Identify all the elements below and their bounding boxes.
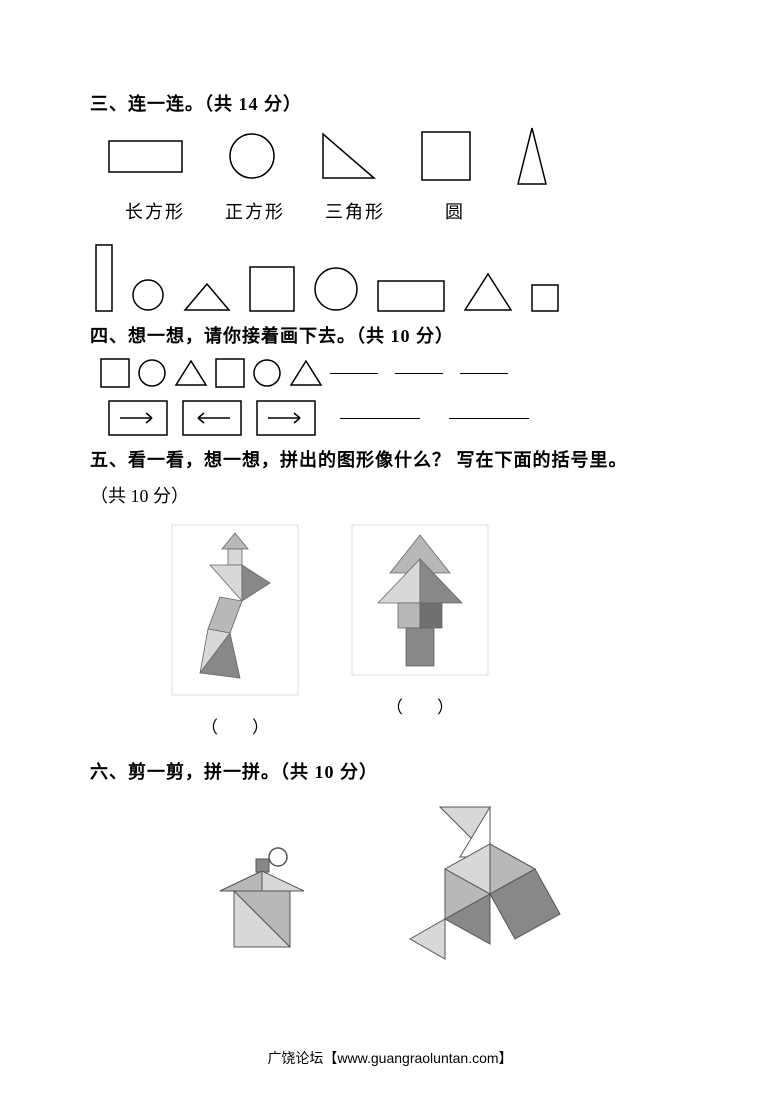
circle-shape [228, 132, 276, 180]
arrow-left-box [182, 400, 242, 436]
blank-line [395, 372, 443, 374]
q5-figures: （ ） （ ） [170, 523, 700, 738]
right-triangle-shape [321, 132, 376, 180]
q5-points: （共 10 分） [90, 482, 700, 508]
label-square: 正方形 [225, 198, 285, 224]
wide-rect-shape [377, 280, 445, 312]
q6-title: 六、剪一剪，拼一拼。（共 10 分） [90, 758, 700, 784]
blank-line [340, 417, 420, 419]
arrow-right-box [256, 400, 316, 436]
arrow-right-box [108, 400, 168, 436]
tall-triangle-shape [516, 126, 548, 186]
p-triangle [289, 359, 323, 387]
square-shape-2 [249, 266, 295, 312]
q4-title: 四、想一想，请你接着画下去。（共 10 分） [90, 322, 700, 348]
q4-pattern-row2 [108, 400, 700, 436]
answer-paren: （ ） [170, 713, 300, 738]
q3-labels-row: 长方形 正方形 三角形 圆 [125, 198, 700, 224]
blank-line [449, 417, 529, 419]
blank-line [460, 372, 508, 374]
triangle-shape-2 [463, 272, 513, 312]
label-triangle: 三角形 [325, 198, 385, 224]
tangram-teapot [200, 839, 340, 969]
p-square [100, 358, 130, 388]
answer-paren: （ ） [350, 693, 490, 718]
q4-pattern-row1 [100, 358, 700, 388]
small-square-shape [531, 284, 559, 312]
q6-figures [200, 799, 700, 969]
small-circle-shape [131, 278, 165, 312]
q5-title: 五、看一看，想一想，拼出的图形像什么？ 写在下面的括号里。 [90, 446, 700, 472]
tangram-crane: （ ） [170, 523, 300, 738]
label-circle: 圆 [425, 198, 485, 224]
q3-title: 三、连一连。（共 14 分） [90, 90, 700, 116]
small-triangle-shape [183, 282, 231, 312]
p-triangle [174, 359, 208, 387]
circle-shape-2 [313, 266, 359, 312]
tangram-tree: （ ） [350, 523, 490, 738]
p-circle [137, 358, 167, 388]
square-shape [421, 131, 471, 181]
blank-line [330, 372, 378, 374]
tangram-bird [390, 799, 590, 969]
p-square [215, 358, 245, 388]
p-circle [252, 358, 282, 388]
label-rectangle: 长方形 [125, 198, 185, 224]
tall-rect-shape [95, 244, 113, 312]
q3-shapes-row2 [95, 244, 700, 312]
page-footer: 广饶论坛【www.guangraoluntan.com】 [0, 1048, 780, 1068]
rectangle-shape [108, 140, 183, 173]
q3-shapes-row [108, 126, 700, 186]
